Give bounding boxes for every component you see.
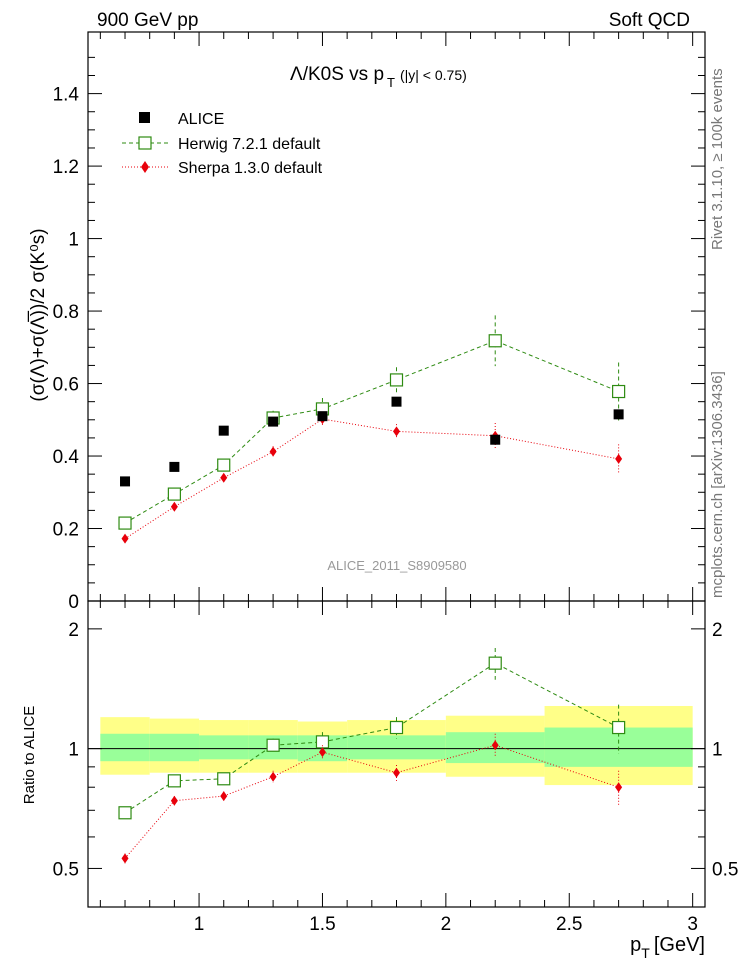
alice-point-7 bbox=[613, 409, 624, 420]
alice-point-4 bbox=[317, 411, 328, 422]
rivet-label: Rivet 3.1.10, ≥ 100k events bbox=[709, 68, 726, 250]
sherpa-ratio-point-0 bbox=[121, 853, 129, 864]
x-tick-label: 2 bbox=[441, 914, 452, 935]
ratio-plot-panel: 1 1.5 2 2.5 3 0.5 0.5 1 1 2 2 bbox=[53, 600, 738, 935]
x-tick-label: 1 bbox=[194, 914, 205, 935]
sherpa-line bbox=[124, 418, 619, 540]
main-ytick-label: 0.4 bbox=[53, 447, 80, 468]
herwig-point-6 bbox=[488, 334, 502, 348]
herwig-point-7 bbox=[612, 384, 626, 399]
legend-marker-sherpa bbox=[141, 161, 149, 173]
ratio-ytick-label-left: 2 bbox=[68, 620, 79, 641]
sherpa-point-3 bbox=[269, 446, 277, 457]
x-tick-label: 2.5 bbox=[556, 914, 582, 935]
sherpa-point-0 bbox=[121, 533, 129, 544]
herwig-ratio-point-7 bbox=[612, 720, 626, 735]
header-left: 900 GeV pp bbox=[97, 10, 198, 31]
sherpa-ratio-point-1 bbox=[170, 795, 178, 806]
main-ytick-label: 0.6 bbox=[53, 375, 79, 396]
main-ytick-label: 0.2 bbox=[53, 520, 79, 541]
sherpa-ratio-line bbox=[124, 744, 619, 859]
sherpa-point-5 bbox=[393, 426, 400, 437]
alice-point-0 bbox=[120, 476, 131, 487]
band-inner-5 bbox=[347, 735, 446, 760]
herwig-ratio-line bbox=[124, 662, 619, 814]
sherpa-ratio-point-7 bbox=[615, 782, 623, 793]
ratio-ytick-label-right: 2 bbox=[712, 620, 723, 641]
herwig-ratio-point-2 bbox=[217, 772, 231, 786]
plot-title-main: Λ/K0S vs p bbox=[290, 64, 384, 85]
main-ytick-label: 1.2 bbox=[53, 157, 79, 178]
herwig-point-0 bbox=[118, 516, 132, 530]
ratio-ytick-label-left: 0.5 bbox=[53, 859, 79, 880]
alice-point-6 bbox=[490, 434, 501, 445]
ratio-y-axis-label: Ratio to ALICE bbox=[21, 706, 38, 804]
alice-point-5 bbox=[391, 396, 402, 407]
ratio-ytick-label-left: 1 bbox=[68, 740, 79, 761]
alice-point-1 bbox=[169, 461, 180, 472]
legend: ALICE Herwig 7.2.1 default Sherpa 1.3.0 … bbox=[122, 111, 323, 177]
herwig-ratio-point-5 bbox=[389, 720, 404, 735]
sherpa-ratio-point-3 bbox=[269, 771, 277, 782]
herwig-ratio-point-0 bbox=[118, 806, 132, 820]
sherpa-ratio-point-5 bbox=[393, 767, 400, 778]
band-inner-0 bbox=[100, 733, 150, 762]
herwig-point-1 bbox=[167, 487, 181, 501]
legend-label-alice: ALICE bbox=[178, 111, 224, 128]
herwig-line bbox=[124, 340, 619, 524]
main-ytick-label: 1.4 bbox=[53, 85, 80, 106]
legend-marker-alice bbox=[139, 112, 150, 123]
x-axis-label-sub: T bbox=[641, 945, 650, 961]
herwig-ratio-point-1 bbox=[167, 774, 181, 788]
herwig-ratio-point-3 bbox=[266, 738, 280, 752]
plot-title-sub: T bbox=[387, 75, 395, 90]
herwig-point-2 bbox=[217, 458, 231, 472]
main-ytick-label: 1 bbox=[68, 230, 79, 251]
mcplots-label: mcplots.cern.ch [arXiv:1306.3436] bbox=[709, 371, 726, 598]
main-plot-panel: 0 0.2 0.4 0.6 0.8 1 1.2 1.4 bbox=[53, 31, 706, 613]
ratio-ytick-label-right: 1 bbox=[712, 740, 723, 761]
plot-title: Λ/K0S vs p T (|y| < 0.75) bbox=[290, 64, 467, 90]
legend-label-herwig: Herwig 7.2.1 default bbox=[178, 136, 321, 153]
sherpa-ratio-point-4 bbox=[318, 747, 326, 758]
legend-label-sherpa: Sherpa 1.3.0 default bbox=[178, 160, 323, 177]
herwig-point-5 bbox=[389, 373, 404, 387]
header-right: Soft QCD bbox=[609, 10, 690, 31]
herwig-ratio-point-6 bbox=[488, 656, 502, 670]
sherpa-point-7 bbox=[615, 453, 623, 464]
x-axis-label: pT [GeV] bbox=[630, 934, 705, 961]
band-inner-2 bbox=[199, 735, 249, 760]
legend-marker-herwig bbox=[138, 136, 152, 150]
x-tick-label: 3 bbox=[687, 914, 698, 935]
sherpa-ratio-point-6 bbox=[491, 740, 499, 751]
x-tick-label: 1.5 bbox=[309, 914, 335, 935]
x-axis-label-unit: [GeV] bbox=[654, 934, 705, 956]
sherpa-ratio-point-2 bbox=[220, 791, 228, 802]
sherpa-point-2 bbox=[220, 472, 228, 483]
x-axis-label-main: p bbox=[630, 934, 641, 956]
y-axis-label: (σ(Λ)+σ(Λ̅))/2 σ(K⁰s) bbox=[28, 228, 49, 401]
sherpa-point-1 bbox=[170, 501, 178, 512]
ratio-ytick-label-right: 0.5 bbox=[712, 859, 738, 880]
main-ytick-label: 0 bbox=[68, 592, 79, 613]
alice-point-2 bbox=[218, 425, 229, 436]
alice-point-3 bbox=[268, 416, 279, 427]
main-ytick-label: 0.8 bbox=[53, 302, 79, 323]
band-inner-1 bbox=[149, 733, 200, 762]
analysis-watermark: ALICE_2011_S8909580 bbox=[327, 558, 466, 573]
plot-title-tail: (|y| < 0.75) bbox=[400, 67, 467, 83]
